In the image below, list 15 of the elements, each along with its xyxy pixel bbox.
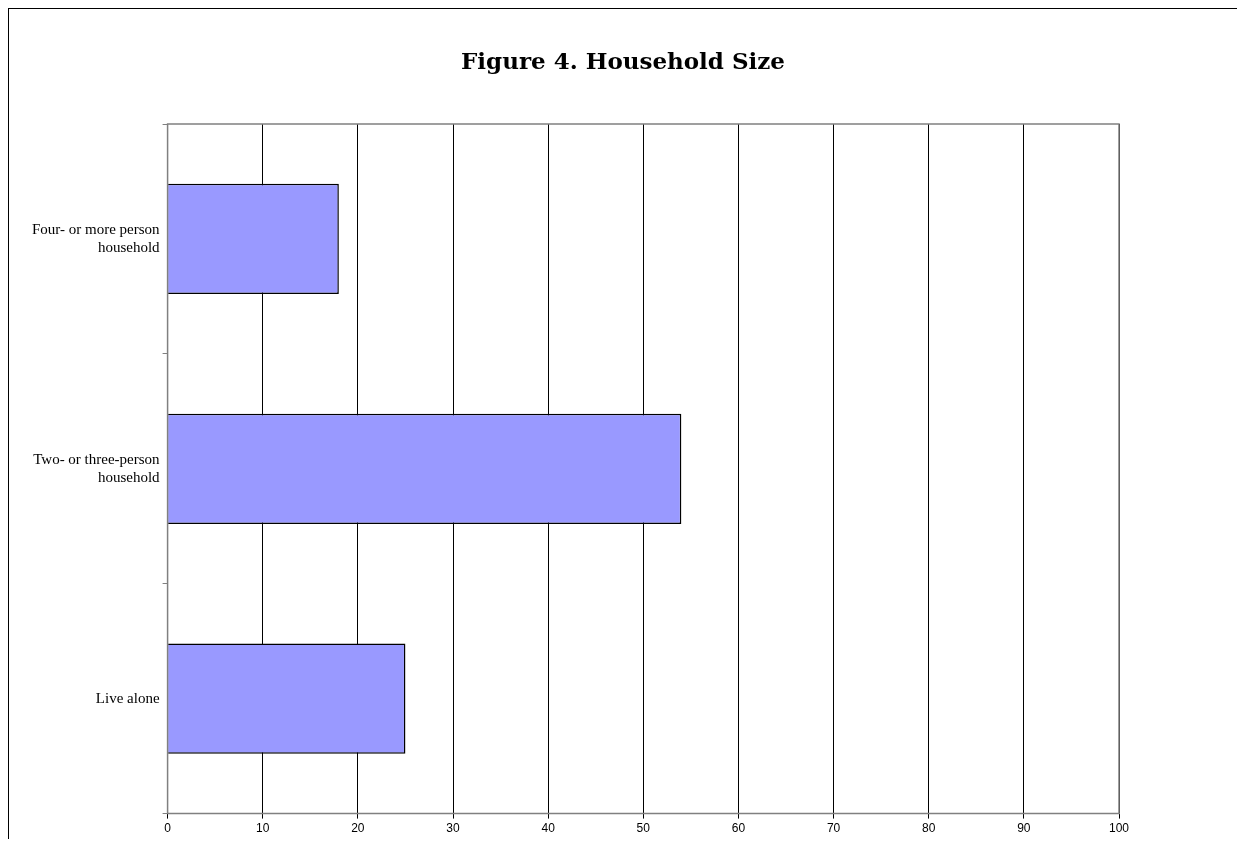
y-tick-label: Two- or three-person household xyxy=(33,450,161,485)
x-tick-label: 60 xyxy=(731,821,746,836)
x-tick-label: 50 xyxy=(636,821,651,836)
x-tick-label: 90 xyxy=(1017,821,1031,836)
x-tick-label: 20 xyxy=(351,821,365,836)
y-tick-label: Live alone xyxy=(95,689,160,706)
chart-title: Figure 4. Household Size xyxy=(460,47,786,74)
x-tick-label: 10 xyxy=(256,821,270,836)
x-tick-label: 40 xyxy=(541,821,556,836)
x-tick-label: 30 xyxy=(446,821,461,836)
x-tick-label: 100 xyxy=(1108,821,1130,836)
x-tick-label: 80 xyxy=(922,821,936,836)
x-tick-label: 70 xyxy=(826,821,841,836)
x-tick-label: 0 xyxy=(164,821,172,836)
y-tick-label: Four- or more person household xyxy=(31,220,161,255)
